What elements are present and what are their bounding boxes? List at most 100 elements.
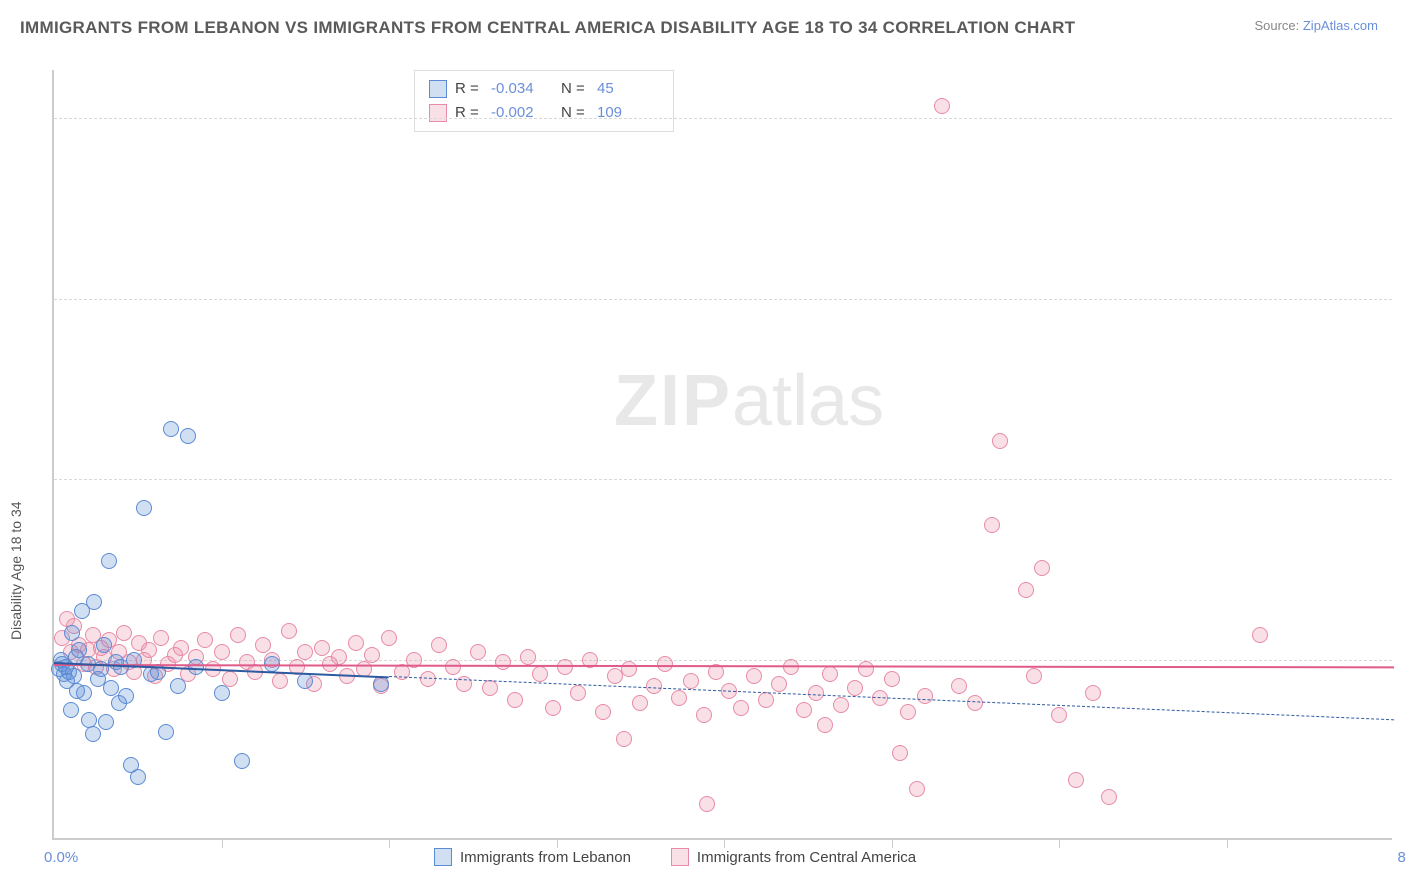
data-point-central: [482, 680, 498, 696]
data-point-central: [1085, 685, 1101, 701]
x-tick: [389, 838, 390, 848]
gridline-h: [54, 118, 1392, 119]
data-point-central: [683, 673, 699, 689]
data-point-central: [967, 695, 983, 711]
stats-row-lebanon: R = -0.034 N = 45: [429, 77, 659, 101]
data-point-central: [884, 671, 900, 687]
data-point-central: [917, 688, 933, 704]
stats-legend-box: R = -0.034 N = 45 R = -0.002 N = 109: [414, 70, 674, 132]
data-point-central: [197, 632, 213, 648]
data-point-lebanon: [81, 712, 97, 728]
data-point-central: [281, 623, 297, 639]
source-link[interactable]: ZipAtlas.com: [1303, 18, 1378, 33]
data-point-central: [646, 678, 662, 694]
data-point-central: [141, 642, 157, 658]
data-point-central: [900, 704, 916, 720]
legend-label-central: Immigrants from Central America: [697, 849, 916, 866]
legend-item-central: Immigrants from Central America: [671, 848, 916, 866]
data-point-central: [984, 517, 1000, 533]
data-point-central: [796, 702, 812, 718]
data-point-central: [699, 796, 715, 812]
data-point-lebanon: [101, 553, 117, 569]
r-value-lebanon: -0.034: [491, 77, 553, 101]
source-label: Source:: [1254, 18, 1302, 33]
data-point-lebanon: [66, 668, 82, 684]
data-point-central: [222, 671, 238, 687]
r-label-lebanon: R =: [455, 77, 483, 101]
data-point-lebanon: [136, 500, 152, 516]
data-point-central: [817, 717, 833, 733]
data-point-central: [621, 661, 637, 677]
data-point-lebanon: [64, 625, 80, 641]
data-point-central: [272, 673, 288, 689]
data-point-lebanon: [170, 678, 186, 694]
data-point-central: [1068, 772, 1084, 788]
data-point-central: [456, 676, 472, 692]
data-point-central: [314, 640, 330, 656]
gridline-h: [54, 479, 1392, 480]
data-point-lebanon: [118, 688, 134, 704]
data-point-central: [445, 659, 461, 675]
bottom-legend: Immigrants from Lebanon Immigrants from …: [434, 848, 916, 866]
data-point-central: [733, 700, 749, 716]
data-point-lebanon: [214, 685, 230, 701]
data-point-central: [632, 695, 648, 711]
n-value-lebanon: 45: [597, 77, 659, 101]
data-point-central: [595, 704, 611, 720]
data-point-central: [992, 433, 1008, 449]
data-point-central: [858, 661, 874, 677]
data-point-lebanon: [163, 421, 179, 437]
x-tick: [222, 838, 223, 848]
data-point-lebanon: [85, 726, 101, 742]
data-point-central: [381, 630, 397, 646]
data-point-lebanon: [180, 428, 196, 444]
data-point-central: [1101, 789, 1117, 805]
data-point-central: [348, 635, 364, 651]
data-point-central: [758, 692, 774, 708]
data-point-central: [616, 731, 632, 747]
data-point-central: [532, 666, 548, 682]
r-value-central: -0.002: [491, 101, 553, 125]
data-point-central: [1252, 627, 1268, 643]
x-tick: [557, 838, 558, 848]
data-point-central: [545, 700, 561, 716]
data-point-central: [1051, 707, 1067, 723]
x-tick: [892, 838, 893, 848]
x-axis-end-label: 80.0%: [1397, 849, 1406, 866]
legend-swatch-central: [671, 848, 689, 866]
data-point-central: [364, 647, 380, 663]
data-point-central: [520, 649, 536, 665]
data-point-central: [833, 697, 849, 713]
data-point-central: [470, 644, 486, 660]
swatch-central: [429, 104, 447, 122]
data-point-central: [934, 98, 950, 114]
chart-title: IMMIGRANTS FROM LEBANON VS IMMIGRANTS FR…: [20, 18, 1075, 38]
stats-row-central: R = -0.002 N = 109: [429, 101, 659, 125]
legend-item-lebanon: Immigrants from Lebanon: [434, 848, 631, 866]
data-point-central: [822, 666, 838, 682]
data-point-central: [507, 692, 523, 708]
data-point-lebanon: [98, 714, 114, 730]
n-value-central: 109: [597, 101, 659, 125]
y-axis-label: Disability Age 18 to 34: [8, 501, 24, 640]
data-point-central: [230, 627, 246, 643]
data-point-central: [909, 781, 925, 797]
x-axis-start-label: 0.0%: [44, 849, 78, 866]
data-point-lebanon: [96, 637, 112, 653]
data-point-central: [671, 690, 687, 706]
n-label-central: N =: [561, 101, 589, 125]
data-point-lebanon: [297, 673, 313, 689]
data-point-central: [116, 625, 132, 641]
source-attribution: Source: ZipAtlas.com: [1254, 18, 1378, 33]
data-point-central: [495, 654, 511, 670]
data-point-central: [214, 644, 230, 660]
data-point-lebanon: [103, 680, 119, 696]
x-tick: [1227, 838, 1228, 848]
data-point-central: [847, 680, 863, 696]
data-point-central: [570, 685, 586, 701]
data-point-central: [1018, 582, 1034, 598]
data-point-central: [746, 668, 762, 684]
x-tick: [724, 838, 725, 848]
data-point-central: [173, 640, 189, 656]
data-point-central: [1034, 560, 1050, 576]
